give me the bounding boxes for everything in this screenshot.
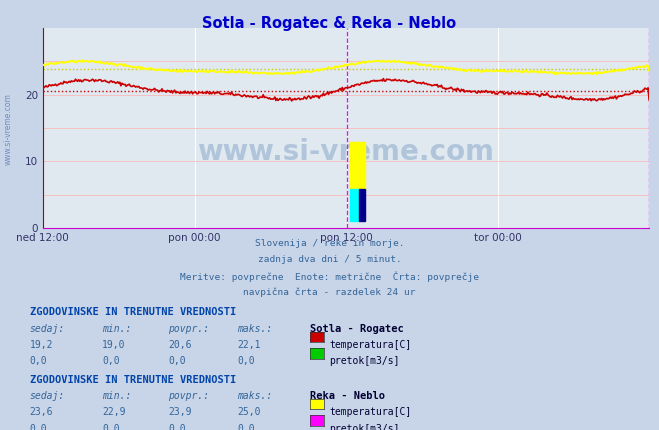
Text: 0,0: 0,0 [102,356,120,366]
Text: ZGODOVINSKE IN TRENUTNE VREDNOSTI: ZGODOVINSKE IN TRENUTNE VREDNOSTI [30,307,236,317]
Text: 20,6: 20,6 [168,340,192,350]
Text: 0,0: 0,0 [102,424,120,430]
Text: pretok[m3/s]: pretok[m3/s] [330,356,400,366]
Text: 0,0: 0,0 [30,424,47,430]
Text: Slovenija / reke in morje.: Slovenija / reke in morje. [255,239,404,248]
Text: sedaj:: sedaj: [30,391,65,401]
Text: 0,0: 0,0 [168,356,186,366]
Text: 22,1: 22,1 [237,340,261,350]
Text: maks.:: maks.: [237,324,272,334]
Text: povpr.:: povpr.: [168,324,209,334]
Bar [359,189,366,221]
Text: navpična črta - razdelek 24 ur: navpična črta - razdelek 24 ur [243,288,416,297]
Text: 0,0: 0,0 [237,356,255,366]
Bar [350,189,359,221]
Text: zadnja dva dni / 5 minut.: zadnja dva dni / 5 minut. [258,255,401,264]
Text: maks.:: maks.: [237,391,272,401]
Text: ZGODOVINSKE IN TRENUTNE VREDNOSTI: ZGODOVINSKE IN TRENUTNE VREDNOSTI [30,375,236,384]
Text: 22,9: 22,9 [102,407,126,417]
Text: min.:: min.: [102,391,132,401]
Text: povpr.:: povpr.: [168,391,209,401]
Text: pretok[m3/s]: pretok[m3/s] [330,424,400,430]
Text: 23,6: 23,6 [30,407,53,417]
Text: Reka - Neblo: Reka - Neblo [310,391,385,401]
Text: www.si-vreme.com: www.si-vreme.com [198,138,494,166]
Text: 0,0: 0,0 [237,424,255,430]
Text: 23,9: 23,9 [168,407,192,417]
Text: Meritve: povprečne  Enote: metrične  Črta: povprečje: Meritve: povprečne Enote: metrične Črta:… [180,271,479,282]
Text: Sotla - Rogatec: Sotla - Rogatec [310,324,403,334]
Text: temperatura[C]: temperatura[C] [330,407,412,417]
Text: 19,0: 19,0 [102,340,126,350]
Text: min.:: min.: [102,324,132,334]
Bar [350,142,366,189]
Text: temperatura[C]: temperatura[C] [330,340,412,350]
Text: sedaj:: sedaj: [30,324,65,334]
Text: 25,0: 25,0 [237,407,261,417]
Text: 0,0: 0,0 [168,424,186,430]
Text: 19,2: 19,2 [30,340,53,350]
Text: www.si-vreme.com: www.si-vreme.com [3,93,13,165]
Text: 0,0: 0,0 [30,356,47,366]
Text: Sotla - Rogatec & Reka - Neblo: Sotla - Rogatec & Reka - Neblo [202,16,457,31]
